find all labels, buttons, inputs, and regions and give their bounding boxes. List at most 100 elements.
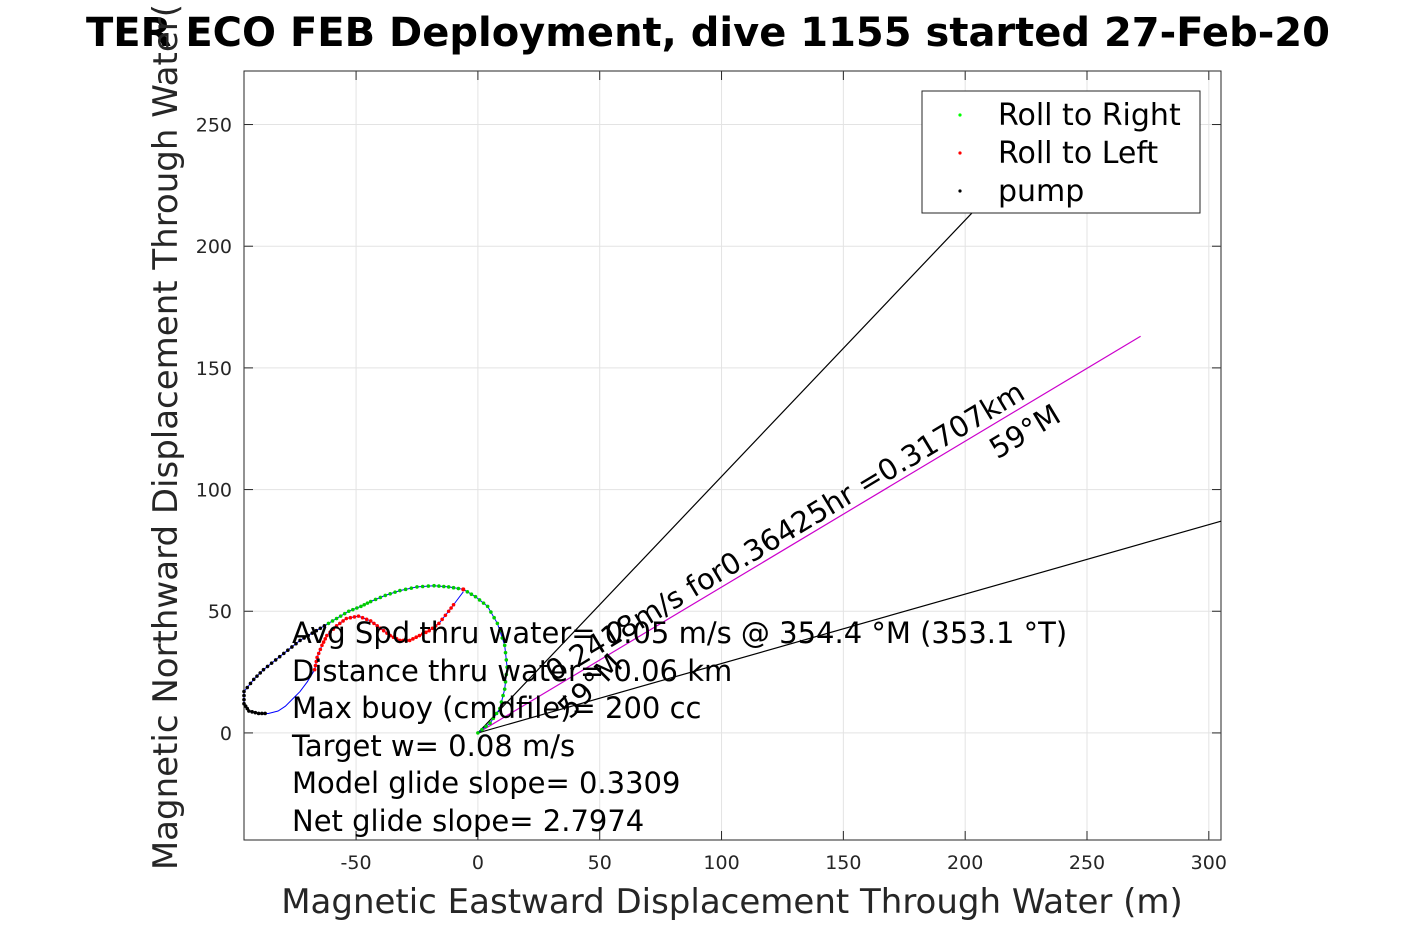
roll-right-point — [420, 584, 425, 589]
pump-point — [269, 661, 274, 665]
pump-point — [310, 631, 315, 635]
pump-point — [281, 651, 286, 656]
pump-point — [286, 648, 290, 652]
roll-left-point — [360, 615, 365, 620]
roll-left-point — [323, 637, 328, 641]
legend: Roll to Right Roll to Left pump — [921, 90, 1201, 214]
roll-left-point — [348, 615, 353, 620]
roll-right-point — [469, 592, 474, 597]
roll-right-point — [373, 597, 378, 602]
pump-point — [314, 628, 319, 633]
roll-right-point — [476, 731, 480, 735]
roll-left-point — [325, 633, 329, 638]
roll-right-point — [499, 700, 504, 704]
pump-point — [290, 645, 294, 649]
pump-point — [273, 658, 278, 662]
roll-right-point — [368, 599, 373, 604]
roll-right-point — [409, 586, 414, 590]
y-tick-label: 100 — [196, 480, 232, 502]
roll-left-point — [375, 624, 379, 628]
roll-right-point — [502, 687, 507, 691]
y-tick-label: 200 — [196, 236, 232, 258]
roll-right-point — [484, 724, 488, 729]
vector-line — [477, 206, 978, 734]
vector-lines — [477, 206, 1222, 734]
pump-point — [248, 681, 253, 686]
legend-label-roll-left: Roll to Left — [998, 136, 1158, 171]
legend-label-pump: pump — [998, 174, 1084, 209]
annotation-avg-speed: Avg Spd thru water= 0.05 m/s @ 354.4 °M … — [292, 616, 1067, 650]
legend-marker-roll-left — [958, 151, 962, 155]
roll-left-point — [328, 630, 332, 635]
pump-point — [242, 697, 246, 702]
roll-left-point — [411, 637, 415, 641]
track-points — [242, 583, 509, 735]
roll-right-point — [498, 628, 502, 633]
roll-right-point — [489, 610, 493, 614]
pump-point — [298, 638, 302, 643]
roll-left-point — [414, 635, 418, 640]
roll-right-point — [456, 586, 461, 591]
roll-right-point — [362, 602, 366, 607]
roll-right-point — [504, 658, 509, 662]
vector-line — [477, 335, 1141, 734]
roll-left-point — [424, 630, 428, 635]
roll-right-point — [465, 589, 470, 594]
roll-left-point — [381, 628, 386, 633]
roll-left-point — [461, 587, 466, 592]
pump-point — [258, 671, 263, 675]
pump-point — [256, 711, 261, 716]
pump-point — [318, 626, 323, 631]
roll-right-point — [473, 594, 478, 599]
roll-right-point — [505, 665, 509, 670]
roll-right-point — [488, 721, 492, 725]
roll-right-point — [491, 716, 496, 721]
x-tick-label: -50 — [341, 852, 372, 874]
roll-left-point — [378, 626, 383, 631]
roll-left-point — [315, 655, 319, 660]
roll-right-point — [359, 604, 363, 609]
roll-right-point — [326, 621, 331, 626]
legend-marker-pump — [958, 189, 962, 193]
pump-point — [251, 677, 256, 682]
vector-line — [477, 520, 1222, 734]
roll-right-point — [441, 584, 446, 589]
roll-right-point — [495, 621, 500, 626]
roll-right-point — [365, 601, 370, 605]
roll-left-point — [321, 640, 326, 644]
roll-left-point — [372, 621, 376, 626]
roll-left-point — [440, 617, 444, 622]
ticks: -50 0 50 100 150 200 250 300 0 50 100 150 200 250 — [196, 71, 1227, 874]
roll-left-point — [451, 602, 456, 607]
x-axis-label: Magnetic Eastward Displacement Through W… — [281, 882, 1183, 922]
roll-right-point — [383, 593, 388, 598]
y-tick-label: 150 — [196, 358, 232, 380]
roll-right-point — [481, 601, 486, 605]
track-line — [243, 585, 508, 734]
roll-left-point — [320, 643, 324, 648]
roll-left-point — [312, 667, 317, 672]
roll-left-point — [427, 628, 431, 633]
roll-left-point — [401, 638, 405, 643]
roll-left-point — [331, 627, 336, 631]
pump-point — [253, 710, 258, 715]
annotation-target-w: Target w= 0.08 m/s — [291, 729, 575, 763]
legend-marker-roll-right — [958, 113, 962, 117]
roll-right-point — [378, 595, 383, 600]
roll-right-point — [480, 727, 484, 732]
y-tick-label: 50 — [208, 601, 232, 623]
y-tick-label: 250 — [196, 115, 232, 137]
roll-right-point — [446, 585, 451, 589]
x-tick-label: 0 — [472, 852, 484, 874]
roll-right-point — [432, 583, 436, 588]
roll-left-point — [407, 638, 412, 643]
pump-point — [255, 674, 259, 678]
roll-left-point — [313, 663, 318, 668]
pump-point — [247, 709, 251, 713]
roll-left-point — [437, 621, 441, 626]
pump-point — [263, 711, 267, 716]
roll-left-point — [417, 633, 422, 638]
roll-right-point — [355, 606, 359, 610]
roll-left-point — [368, 619, 373, 623]
x-tick-label: 200 — [947, 852, 983, 874]
